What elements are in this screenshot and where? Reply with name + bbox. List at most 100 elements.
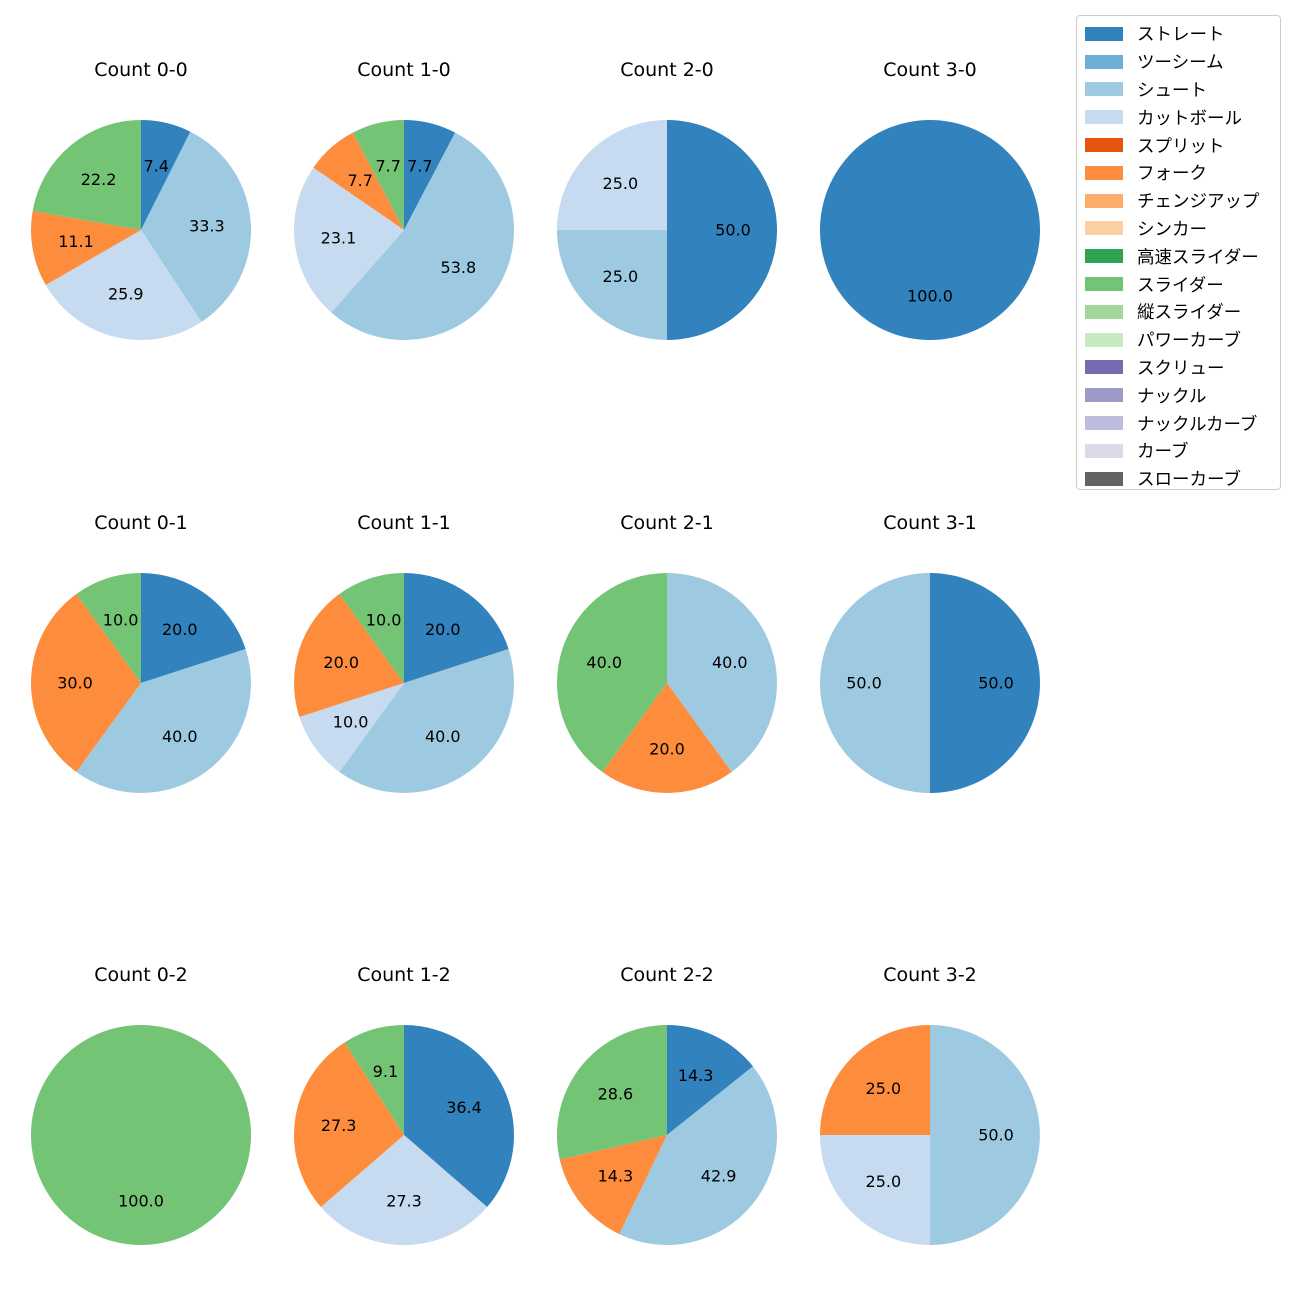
legend-swatch [1085, 110, 1123, 125]
legend-label: シュート [1137, 80, 1207, 101]
slice-label: 7.7 [375, 156, 400, 175]
legend-swatch [1085, 416, 1123, 431]
slice-label: 36.4 [446, 1098, 482, 1117]
legend-swatch [1085, 54, 1123, 69]
slice-label: 10.0 [103, 611, 139, 630]
slice-label: 30.0 [57, 674, 93, 693]
legend-swatch [1085, 165, 1123, 180]
slice-label: 9.1 [373, 1062, 398, 1081]
slice-label: 33.3 [189, 217, 225, 236]
legend-item: パワーカーブ [1085, 326, 1272, 354]
pie-slice [294, 594, 404, 717]
legend-item: ナックル [1085, 381, 1272, 409]
legend-label: シンカー [1137, 219, 1207, 240]
pie-slice [667, 120, 777, 340]
slice-label: 50.0 [715, 221, 751, 240]
pie-title: Count 0-0 [94, 59, 188, 81]
slice-label: 100.0 [118, 1192, 164, 1211]
pie-title: Count 3-0 [883, 59, 977, 81]
legend-label: カットボール [1137, 108, 1242, 129]
pie-chart: Count 3-1 50.0 50.0 [820, 512, 1040, 793]
legend-label: カーブ [1137, 442, 1189, 463]
legend-swatch [1085, 82, 1123, 97]
pie-slice [619, 1066, 777, 1245]
pie-slice [667, 573, 777, 772]
legend-swatch [1085, 249, 1123, 264]
slice-label: 40.0 [425, 727, 461, 746]
legend-item: スプリット [1085, 131, 1272, 159]
slice-label: 40.0 [712, 653, 748, 672]
slice-label: 7.4 [143, 156, 168, 175]
legend-item: スローカーブ [1085, 465, 1272, 493]
pie-slice [299, 683, 404, 772]
slice-label: 25.0 [603, 267, 639, 286]
pie-chart: Count 0-2 100.0 [31, 964, 251, 1245]
legend-item: ナックルカーブ [1085, 409, 1272, 437]
pie-slice [339, 649, 514, 793]
pie-chart: Count 2-2 14.3 42.9 14.3 28.6 [557, 964, 777, 1245]
pie-chart: Count 0-1 20.0 40.0 30.0 10.0 [30, 512, 251, 794]
pie-slice [820, 573, 930, 793]
slice-label: 20.0 [162, 620, 198, 639]
slice-label: 40.0 [586, 653, 622, 672]
pie-slice [602, 683, 732, 793]
pie-slice [404, 573, 509, 683]
legend-swatch [1085, 221, 1123, 236]
pie-title: Count 1-2 [357, 964, 451, 986]
legend-label: スローカーブ [1137, 470, 1241, 491]
legend-item: 縦スライダー [1085, 298, 1272, 326]
legend-item: シンカー [1085, 215, 1272, 243]
pie-slice [30, 594, 141, 772]
pie-title: Count 2-1 [620, 512, 714, 534]
pie-chart: Count 2-0 50.0 25.0 25.0 [557, 59, 777, 340]
legend-label: パワーカーブ [1137, 331, 1241, 352]
slice-label: 25.0 [603, 174, 639, 193]
slice-label: 100.0 [907, 287, 953, 306]
legend-swatch [1085, 193, 1123, 208]
slice-label: 42.9 [701, 1167, 737, 1186]
pie-slice [404, 120, 456, 230]
pie-title: Count 3-2 [883, 964, 977, 986]
slice-label: 10.0 [333, 712, 369, 731]
legend-label: フォーク [1137, 164, 1207, 185]
pie-title: Count 2-2 [620, 964, 714, 986]
pie-title: Count 0-2 [94, 964, 188, 986]
pie-slice [930, 573, 1040, 793]
slice-label: 14.3 [678, 1066, 714, 1085]
slice-label: 27.3 [321, 1116, 357, 1135]
legend: ストレートツーシームシュートカットボール スプリットフォークチェンジアップ シンカー… [1076, 15, 1281, 490]
pie-slice [294, 167, 404, 313]
legend-label: 縦スライダー [1137, 303, 1242, 324]
pie-slice [76, 649, 251, 794]
slice-label: 11.1 [58, 232, 94, 251]
legend-label: チェンジアップ [1137, 192, 1260, 213]
legend-item: フォーク [1085, 159, 1272, 187]
pie-chart: Count 2-1 40.0 20.0 40.0 [557, 512, 777, 793]
slice-label: 25.9 [108, 285, 144, 304]
pie-title: Count 2-0 [620, 59, 714, 81]
pie-chart: Count 1-2 36.4 27.3 27.3 9.1 [294, 964, 514, 1245]
slice-label: 20.0 [649, 740, 685, 759]
pie-slice [820, 1025, 930, 1135]
legend-item: ツーシーム [1085, 48, 1272, 76]
legend-label: スプリット [1137, 136, 1225, 157]
pie-slice [141, 120, 191, 230]
legend-label: ツーシーム [1137, 53, 1224, 74]
pie-slice [141, 573, 246, 683]
legend-label: スライダー [1137, 275, 1224, 296]
legend-label: ストレート [1137, 25, 1225, 46]
pie-slice [557, 573, 667, 772]
slice-label: 40.0 [162, 727, 198, 746]
pie-slice [30, 210, 142, 285]
pie-title: Count 3-1 [883, 512, 977, 534]
slice-label: 20.0 [425, 620, 461, 639]
legend-swatch [1085, 304, 1123, 319]
pie-chart: Count 3-2 50.0 25.0 25.0 [820, 964, 1040, 1245]
pie-slice [667, 1025, 754, 1135]
slice-label: 50.0 [978, 674, 1014, 693]
legend-item: スクリュー [1085, 354, 1272, 382]
slice-label: 20.0 [323, 653, 359, 672]
pie-slice [76, 573, 141, 683]
pie-slice [930, 1025, 1040, 1245]
pie-slice [344, 1025, 404, 1135]
